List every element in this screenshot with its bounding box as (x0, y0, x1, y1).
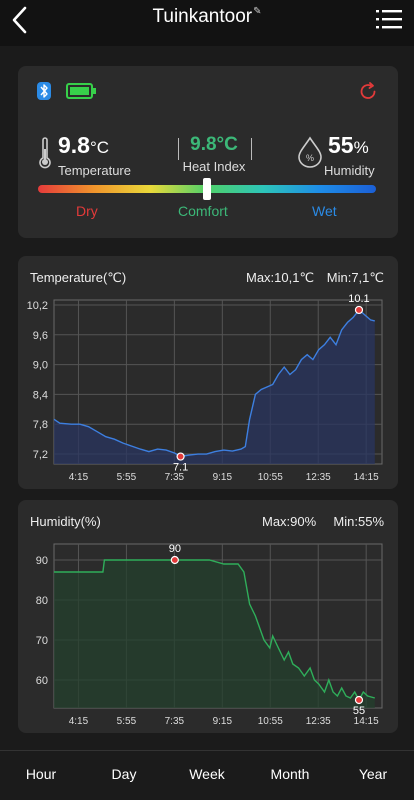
svg-text:%: % (306, 153, 314, 163)
temperature-label: Temperature (58, 163, 131, 178)
y-tick-label: 7,8 (33, 419, 48, 431)
x-tick-label: 5:55 (117, 472, 137, 483)
tab-month[interactable]: Month (270, 766, 310, 782)
sensor-card: 9.8°C Temperature 9.8°C Heat Index % 55%… (18, 66, 398, 238)
series-line (54, 559, 375, 702)
humidity-drop-icon: % (298, 136, 322, 168)
min-marker (354, 695, 364, 705)
x-tick-label: 14:15 (354, 472, 379, 483)
min-marker (176, 452, 185, 461)
x-tick-label: 4:15 (69, 472, 89, 483)
comfort-label: Comfort (178, 203, 228, 219)
temperature-chart[interactable]: 4:15 5:55 7:35 9:15 10:55 12:35 14:15 7,2 7,8 8,4… (18, 256, 398, 489)
edit-icon[interactable]: ✎ (253, 6, 262, 17)
x-tick-label: 7:35 (165, 716, 185, 727)
tab-week[interactable]: Week (189, 766, 225, 782)
divider (251, 138, 252, 160)
max-marker-label: 90 (169, 543, 181, 555)
x-tick-label: 14:15 (354, 716, 379, 727)
y-tick-label: 8,4 (33, 389, 48, 401)
y-tick-label: 70 (36, 635, 48, 647)
device-name: Tuinkantoor (152, 6, 253, 27)
chevron-left-icon[interactable] (8, 5, 32, 35)
max-marker (170, 555, 179, 565)
temperature-chart-card: Temperature(℃) Max:10,1℃ Min:7,1℃ 4:15 5:… (18, 256, 398, 489)
heat-index-label: Heat Index (182, 159, 246, 174)
humidity-label: Humidity (324, 163, 375, 178)
y-tick-label: 7,2 (33, 449, 48, 461)
x-tick-label: 9:15 (213, 472, 233, 483)
tab-year[interactable]: Year (358, 766, 388, 782)
min-marker-label: 7.1 (173, 462, 188, 474)
series-area (54, 309, 375, 464)
humidity-chart-card: Humidity(%) Max:90% Min:55% 4:15 5:55 7:35… (18, 500, 398, 733)
y-tick-label: 10,2 (27, 300, 48, 312)
max-marker (354, 305, 364, 315)
min-marker-label: 55 (353, 705, 365, 717)
bluetooth-icon (37, 82, 51, 100)
humidity-chart[interactable]: 4:15 5:55 7:35 9:15 10:55 12:35 14:15 60 70 80 90 9… (18, 500, 398, 733)
tab-hour[interactable]: Hour (25, 766, 57, 782)
chart-min: Min:55% (333, 514, 384, 529)
chart-title: Humidity(%) (30, 514, 101, 529)
y-tick-label: 60 (36, 675, 48, 687)
app-header: Tuinkantoor✎ (0, 0, 414, 46)
temperature-value: 9.8°C (58, 132, 110, 158)
heat-index-value: 9.8°C (190, 134, 238, 155)
page-title[interactable]: Tuinkantoor✎ (0, 6, 414, 28)
y-tick-label: 9,6 (33, 330, 48, 342)
divider (178, 138, 179, 160)
thermometer-icon (39, 137, 51, 169)
battery-icon (66, 83, 96, 99)
max-marker-label: 10.1 (348, 293, 369, 305)
humidity-value: 55% (328, 132, 369, 158)
dry-label: Dry (76, 203, 98, 219)
chart-max: Max:90% (262, 514, 317, 529)
x-tick-label: 7:35 (165, 472, 185, 483)
x-tick-label: 10:55 (258, 472, 283, 483)
chart-max: Max:10,1℃ (246, 270, 315, 285)
chart-title: Temperature(℃) (30, 270, 127, 285)
refresh-icon[interactable] (358, 82, 378, 102)
y-tick-label: 9,0 (33, 360, 48, 372)
wet-label: Wet (312, 203, 337, 219)
series-area (54, 560, 375, 708)
x-tick-label: 5:55 (117, 716, 137, 727)
comfort-indicator (203, 178, 211, 200)
period-tab-bar: Hour Day Week Month Year (0, 750, 414, 800)
x-tick-label: 12:35 (306, 716, 331, 727)
x-tick-label: 9:15 (213, 716, 233, 727)
y-tick-label: 90 (36, 555, 48, 567)
x-tick-label: 10:55 (258, 716, 283, 727)
series-line (53, 308, 375, 458)
x-tick-label: 12:35 (306, 472, 331, 483)
chart-min: Min:7,1℃ (326, 270, 384, 285)
tab-day[interactable]: Day (111, 766, 137, 782)
x-tick-label: 4:15 (69, 716, 89, 727)
list-menu-icon[interactable] (376, 7, 402, 31)
y-tick-label: 80 (36, 595, 48, 607)
